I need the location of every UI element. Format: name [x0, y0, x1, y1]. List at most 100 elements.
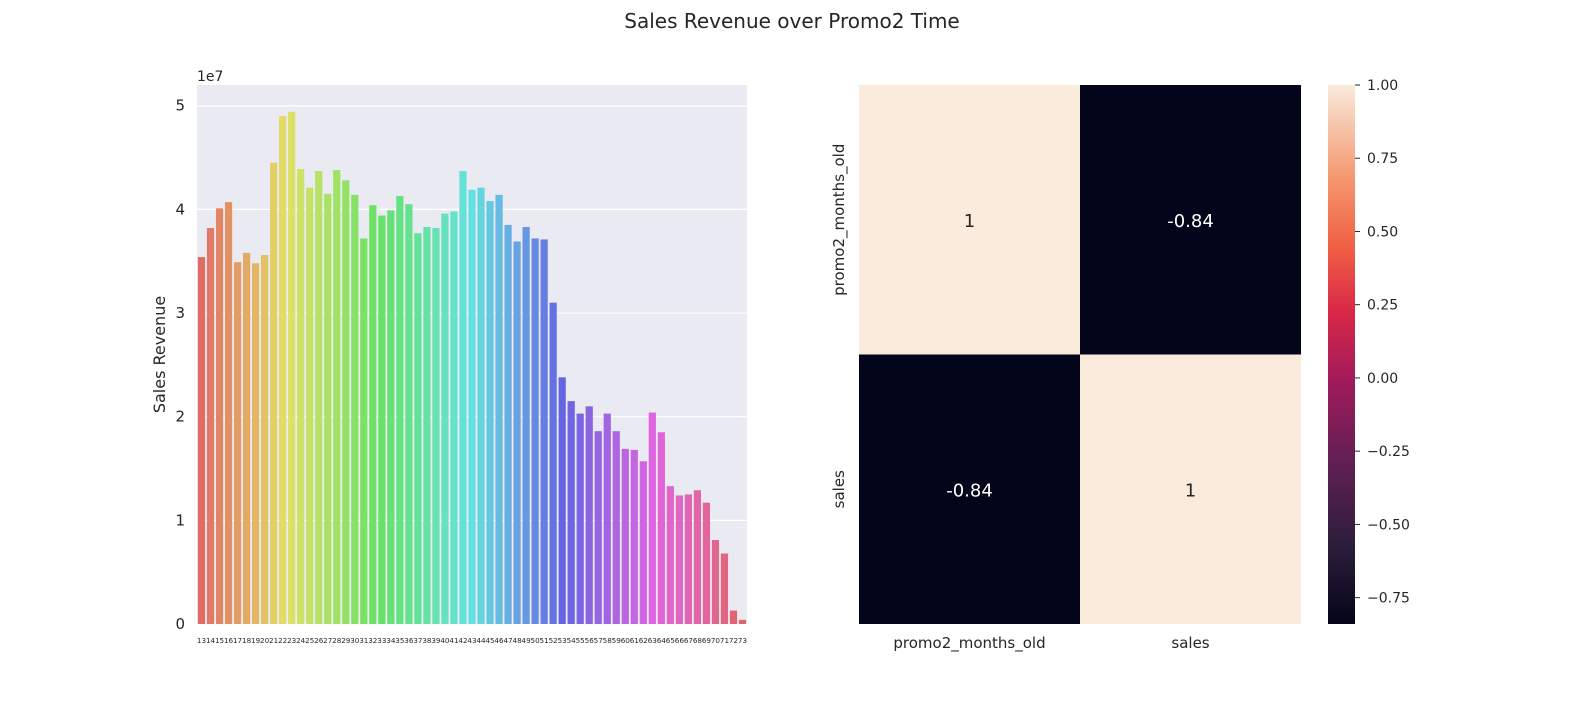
x-tick-label: 45 — [485, 636, 494, 645]
bar — [252, 263, 260, 624]
x-tick-label: 71 — [720, 636, 729, 645]
x-tick-label: 46 — [494, 636, 504, 645]
x-tick-label: 42 — [458, 636, 467, 645]
x-tick-label: 28 — [332, 636, 342, 645]
x-tick-label: 47 — [503, 636, 512, 645]
row-label: sales — [830, 470, 848, 508]
bar — [594, 431, 602, 624]
bar — [297, 168, 305, 625]
x-tick-label: 51 — [540, 636, 549, 645]
y-axis-label: Sales Revenue — [150, 296, 169, 413]
heatmap-cell — [859, 354, 1080, 624]
bar — [495, 194, 503, 624]
x-tick-label: 48 — [513, 636, 523, 645]
bar — [242, 252, 251, 624]
y-tick-label: 3 — [175, 304, 185, 322]
x-tick-label: 60 — [621, 636, 631, 645]
bar — [720, 553, 729, 624]
bar — [224, 202, 233, 624]
column-label: promo2_months_old — [893, 634, 1045, 653]
heatmap-cell — [859, 85, 1080, 355]
bar — [603, 413, 611, 624]
x-tick-label: 56 — [585, 636, 595, 645]
x-tick-label: 41 — [449, 636, 458, 645]
bar — [360, 238, 368, 624]
x-tick-label: 31 — [359, 636, 368, 645]
x-tick-label: 32 — [368, 636, 377, 645]
x-tick-label: 68 — [693, 636, 703, 645]
bar — [693, 490, 702, 624]
row-label: promo2_months_old — [830, 144, 849, 296]
heatmap: 1 -0.84-0.84 1promo2_months_oldsalespromo2… — [830, 78, 1410, 653]
x-tick-label: 24 — [296, 636, 306, 645]
x-tick-label: 15 — [215, 636, 224, 645]
x-tick-label: 69 — [702, 636, 712, 645]
bar — [315, 171, 323, 624]
x-tick-label: 16 — [224, 636, 234, 645]
bar — [270, 162, 278, 624]
bar — [504, 224, 512, 625]
x-tick-label: 17 — [233, 636, 242, 645]
bar — [549, 302, 557, 624]
colorbar-tick-label: 0.50 — [1367, 224, 1398, 240]
bar — [450, 211, 458, 624]
bar — [657, 432, 665, 624]
bar — [414, 233, 422, 624]
bar — [711, 540, 720, 624]
x-tick-label: 25 — [305, 636, 314, 645]
x-tick-label: 18 — [242, 636, 252, 645]
bar — [630, 449, 638, 624]
y-tick-label: 1 — [175, 511, 185, 529]
x-tick-label: 72 — [729, 636, 738, 645]
bar — [675, 495, 683, 624]
x-tick-label: 37 — [413, 636, 422, 645]
bar — [396, 195, 404, 625]
cell-annotation: 1 — [964, 211, 975, 232]
bar — [342, 180, 350, 624]
bar — [206, 228, 215, 625]
x-tick-label: 38 — [422, 636, 432, 645]
x-tick-label: 44 — [476, 636, 486, 645]
x-tick-label: 43 — [467, 636, 476, 645]
bar — [369, 205, 377, 624]
x-tick-label: 58 — [603, 636, 613, 645]
y-tick-label: 5 — [175, 97, 185, 115]
heatmap-cell — [1080, 85, 1301, 355]
cell-annotation: -0.84 — [946, 480, 993, 501]
bar — [333, 169, 341, 624]
x-tick-label: 30 — [350, 636, 360, 645]
bar — [351, 194, 359, 624]
bar — [585, 406, 593, 624]
bar — [306, 187, 314, 624]
bar — [540, 239, 548, 625]
bar — [666, 486, 674, 624]
bar — [477, 187, 485, 624]
cell-annotation: 1 — [1185, 480, 1196, 501]
bar — [423, 227, 431, 624]
y-tick-label: 2 — [175, 408, 185, 426]
heatmap-cell — [1080, 354, 1301, 624]
bar — [621, 448, 629, 624]
x-tick-label: 64 — [657, 636, 667, 645]
x-tick-label: 59 — [612, 636, 622, 645]
x-tick-label: 53 — [558, 636, 567, 645]
bar — [387, 210, 395, 625]
bar — [378, 215, 386, 624]
bar — [576, 413, 584, 624]
x-tick-label: 52 — [549, 636, 558, 645]
x-tick-label: 63 — [648, 636, 657, 645]
x-tick-label: 65 — [666, 636, 675, 645]
x-tick-label: 34 — [386, 636, 396, 645]
x-tick-label: 23 — [287, 636, 296, 645]
x-tick-label: 50 — [531, 636, 541, 645]
x-tick-label: 39 — [431, 636, 441, 645]
bar — [648, 412, 656, 624]
bar — [567, 401, 575, 624]
bar — [513, 241, 521, 624]
colorbar-tick-label: 0.00 — [1367, 371, 1398, 387]
bar — [738, 619, 747, 624]
x-tick-label: 67 — [684, 636, 693, 645]
